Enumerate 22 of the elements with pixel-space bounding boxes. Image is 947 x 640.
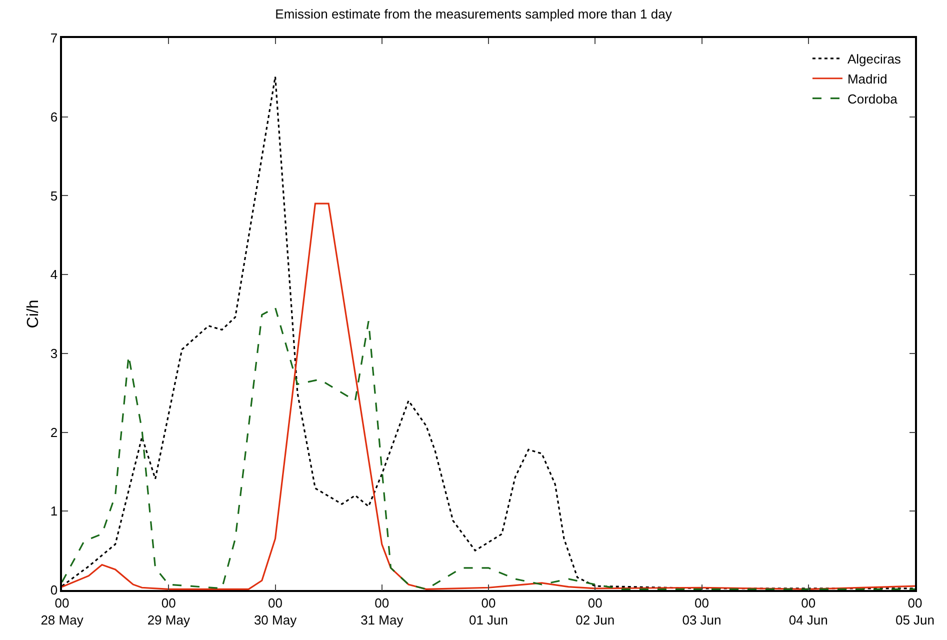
y-tick-label: 5 — [50, 188, 58, 204]
x-tick-label: 00 29 May — [147, 595, 190, 628]
y-tick-label: 2 — [50, 424, 58, 440]
y-tick-label: 3 — [50, 346, 58, 361]
x-tick-label: 00 01 Jun — [468, 595, 508, 628]
legend-label: Madrid — [847, 71, 888, 86]
y-tick-label: 6 — [50, 109, 58, 124]
x-tick-label: 00 02 Jun — [576, 595, 615, 628]
y-tick-label: 7 — [50, 30, 58, 46]
x-tick-label: 00 03 Jun — [682, 595, 722, 628]
legend-label: Algeciras — [847, 52, 902, 67]
x-tick-label: 00 28 May — [40, 595, 84, 628]
y-tick-label: 4 — [50, 267, 58, 282]
x-tick-label: 00 31 May — [360, 595, 404, 628]
legend-label: Cordoba — [847, 91, 898, 106]
x-tick-label: 00 04 Jun — [788, 595, 828, 628]
y-axis-title: Ci/h — [24, 300, 42, 328]
chart-title: Emission estimate from the measurements sampled more than 1 day — [275, 6, 672, 22]
y-tick-label: 1 — [50, 504, 58, 519]
y-tick-label: 0 — [50, 582, 58, 598]
x-tick-label: 00 30 May — [254, 595, 298, 628]
x-tick-label: 00 05 Jun — [895, 595, 935, 628]
